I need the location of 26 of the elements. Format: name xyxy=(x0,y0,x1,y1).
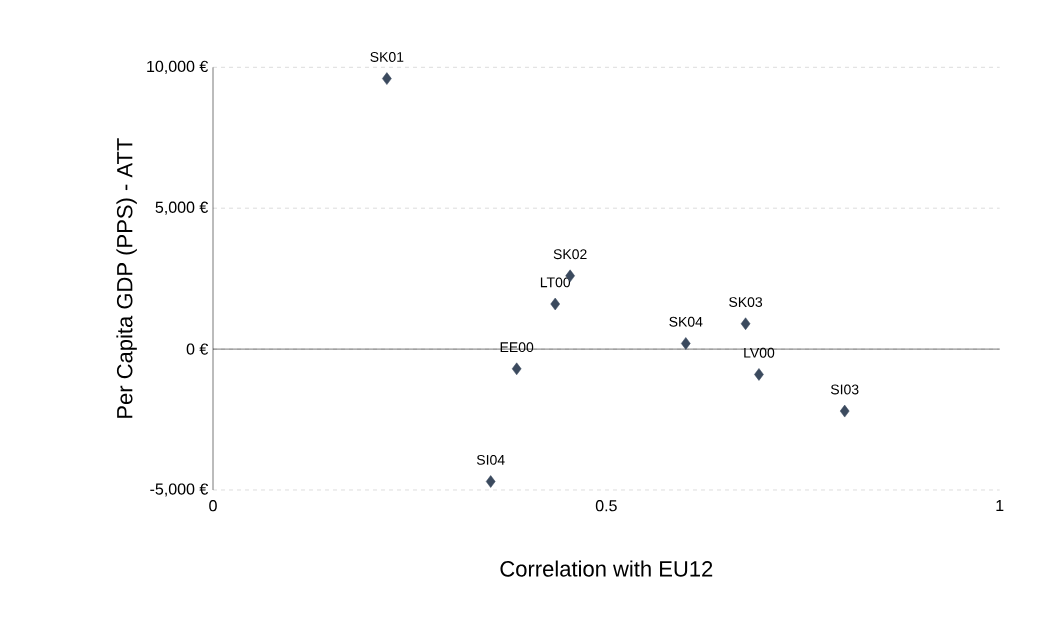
annotation: LT00 xyxy=(540,277,571,288)
point xyxy=(681,337,691,350)
y-tick-label: -5,000 € xyxy=(150,483,209,497)
annotation: SK02 xyxy=(553,249,587,260)
annotation: SI03 xyxy=(830,384,859,395)
point xyxy=(839,404,850,418)
point xyxy=(382,72,392,85)
y-tick-label: 10,000 € xyxy=(147,60,209,74)
x-tick-label: 0 xyxy=(209,500,217,512)
annotation: SK01 xyxy=(370,51,404,62)
x-tick-label: 1 xyxy=(996,500,1004,512)
y-tick-label: 5,000 € xyxy=(155,201,209,215)
x-tick-label: 0.5 xyxy=(595,500,617,512)
annotation: SK04 xyxy=(669,316,703,327)
point xyxy=(511,362,522,376)
annotation: EE00 xyxy=(500,342,534,353)
x-axis-title: Correlation with EU12 xyxy=(500,560,713,577)
y-axis-title: Per Capita GDP (PPS) - ATT xyxy=(116,138,137,418)
y-tick-label: 0 € xyxy=(186,343,209,355)
annotation: SI04 xyxy=(476,454,505,465)
annotation: LV00 xyxy=(744,347,775,358)
point xyxy=(485,475,496,488)
point xyxy=(550,297,560,311)
point xyxy=(740,317,751,331)
annotation: SK03 xyxy=(729,297,763,308)
point xyxy=(754,368,764,381)
